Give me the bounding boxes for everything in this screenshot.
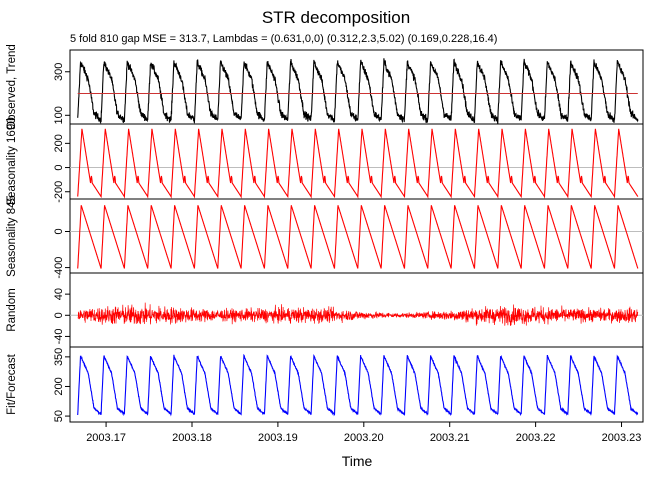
y-tick-label: 100 [53, 106, 65, 124]
x-tick-label: 2003.23 [602, 432, 642, 444]
x-tick-label: 2003.18 [172, 432, 212, 444]
y-tick-label: 50 [53, 410, 65, 422]
y-tick-label: 40 [53, 288, 65, 300]
y-tick-label: 200 [53, 134, 65, 152]
panel-frame [69, 346, 644, 423]
y-tick-label: -40 [53, 328, 65, 344]
chart-title: STR decomposition [262, 8, 410, 27]
chart-subtitle: 5 fold 810 gap MSE = 313.7, Lambdas = (0… [70, 33, 497, 45]
series-line-panel4 [77, 302, 639, 326]
series-line-panel5 [77, 353, 639, 417]
series-line-panel3 [77, 205, 639, 269]
x-axis: 2003.17 2003.18 2003.19 2003.20 2003.21 2003.… [86, 422, 641, 444]
y-tick-label: 200 [53, 377, 65, 395]
panel-2: -200 0 200 Seasonality 1690 [6, 117, 644, 206]
x-tick-label: 2003.21 [430, 432, 470, 444]
x-axis-label: Time [342, 453, 373, 469]
panel-frame [69, 198, 644, 274]
x-tick-label: 2003.17 [86, 432, 126, 444]
y-axis-label: Seasonality 1690 [6, 117, 18, 205]
y-axis-label: Random [6, 288, 18, 331]
series-line-panel2 [77, 128, 639, 199]
y-tick-label: 0 [53, 164, 65, 170]
y-tick-label: 300 [53, 63, 65, 81]
y-tick-label: 350 [53, 348, 65, 366]
x-tick-label: 2003.19 [258, 432, 298, 444]
series-line-observed [77, 58, 639, 125]
panel-4: -40 0 40 Random [6, 272, 644, 348]
y-axis-label: Observed, Trend [6, 44, 18, 130]
panel-1: 100 300 Observed, Trend [6, 44, 644, 130]
y-tick-label: 0 [53, 312, 65, 318]
panels-group: 100 300 Observed, Trend -200 0 200 Seasonality… [6, 44, 644, 423]
y-tick-label: -200 [53, 181, 65, 203]
x-tick-label: 2003.22 [516, 432, 556, 444]
x-tick-label: 2003.20 [344, 432, 384, 444]
panel-frame [69, 123, 644, 200]
y-tick-label: 0 [53, 228, 65, 234]
panel-5: 50 200 350 Fit/Forecast [6, 346, 644, 423]
y-axis-label: Seasonality 845 [6, 195, 18, 277]
y-tick-label: -400 [53, 257, 65, 279]
y-axis-label: Fit/Forecast [6, 353, 18, 415]
panel-3: -400 0 Seasonality 845 [6, 195, 644, 279]
panel-frame [69, 49, 644, 125]
